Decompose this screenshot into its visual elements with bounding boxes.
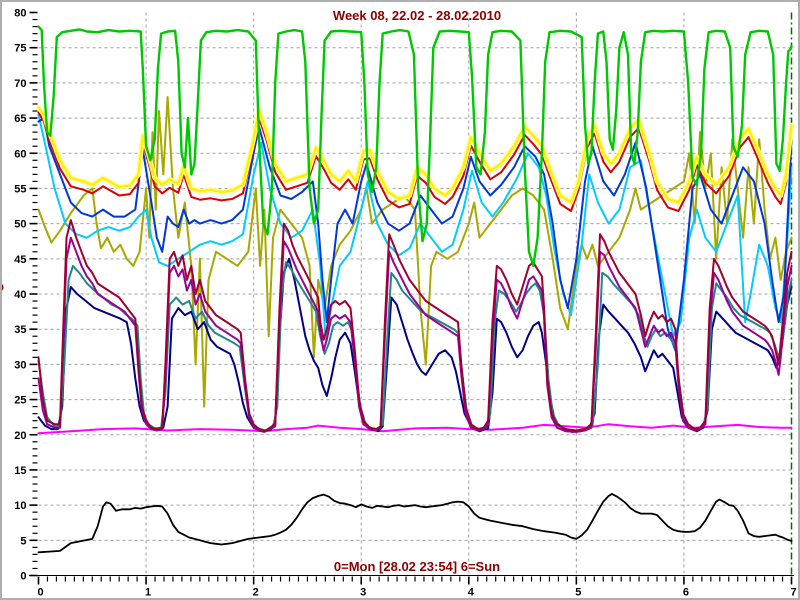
y-tick-label: 80 [14,8,26,20]
series-yellow-line [37,106,793,204]
series-black-line [37,492,793,554]
y-tick-label: 5 [20,535,26,547]
y-tick-label: 50 [14,219,26,231]
y-tick-label: 10 [14,500,26,512]
y-tick-label: 60 [14,148,26,160]
x-tick-label: 5 [575,587,581,599]
series-green-line [37,25,793,268]
y-tick-label: 45 [14,254,26,266]
y-tick-label: 0 [20,571,26,583]
y-tick-label: 30 [14,359,26,371]
y-tick-label: 15 [14,465,26,477]
y-tick-label: 20 [14,430,26,442]
x-tick-label: 0 [37,587,43,599]
x-tick-label: 7 [790,587,796,599]
y-tick-label: 70 [14,78,26,90]
x-tick-label: 1 [145,587,151,599]
x-tick-label: 3 [360,587,366,599]
x-tick-label: 6 [683,587,689,599]
y-tick-label: 35 [14,324,26,336]
series-maroon-line [37,219,793,433]
series-red-line [37,111,793,212]
y-tick-label: 55 [14,183,26,195]
x-tick-label: 4 [468,587,475,599]
y-tick-label: 40 [14,289,26,301]
series-navy-line [37,257,793,433]
x-tick-label: 2 [253,587,259,599]
series-blue-line [37,117,793,352]
y-tick-label: 25 [14,395,26,407]
y-tick-label: 75 [14,43,26,55]
y-tick-label: 65 [14,113,26,125]
y-axis-label: °C [0,283,7,297]
